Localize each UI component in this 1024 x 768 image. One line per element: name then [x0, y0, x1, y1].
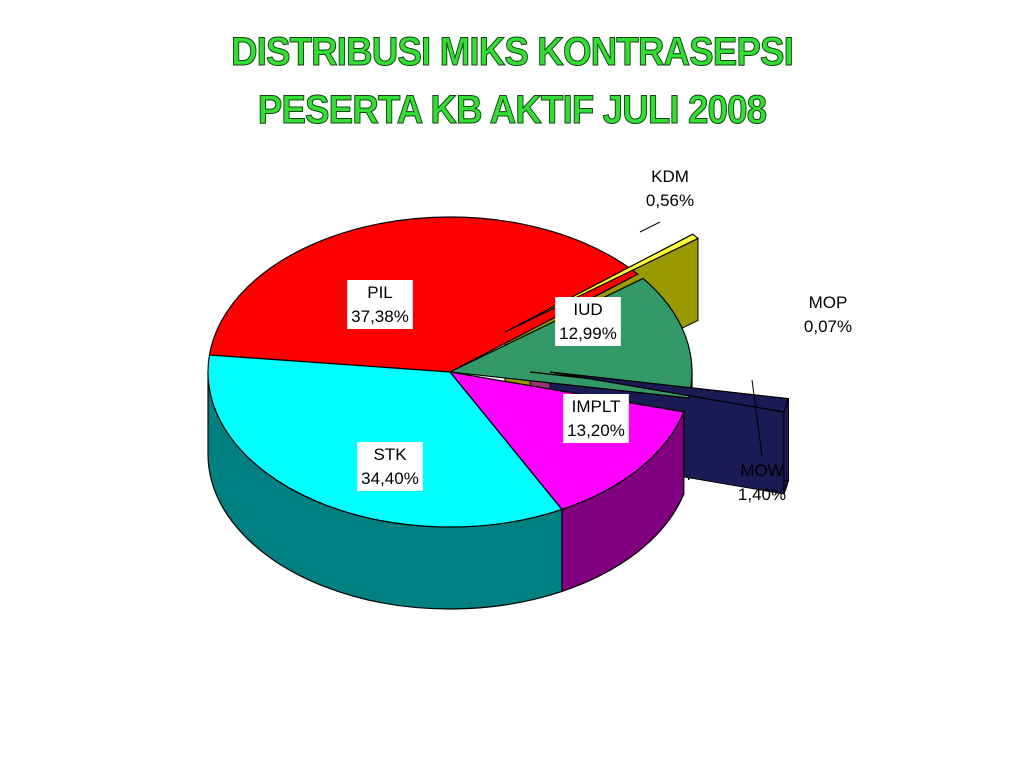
slice-label-pil: PIL 37,38%: [347, 280, 413, 329]
slice-label-kdm: KDM 0,56%: [646, 167, 694, 210]
slice-label-iud: IUD 12,99%: [555, 297, 621, 346]
slice-label-value: 12,99%: [559, 324, 617, 343]
slice-label-value: 0,07%: [804, 317, 852, 336]
label-connector-1: [751, 379, 763, 457]
chart-title-line-1: DISTRIBUSI MIKS KONTRASEPSI: [231, 30, 795, 75]
label-connectors: [639, 221, 763, 457]
slice-label-name: STK: [373, 445, 407, 464]
slice-label-mop: MOP 0,07%: [804, 293, 852, 336]
slice-mow: [549, 371, 790, 413]
slice-label-implt: IMPLT 13,20%: [563, 394, 629, 443]
slice-stk: [207, 354, 563, 528]
slice-label-value: 13,20%: [567, 421, 625, 440]
slice-label-stk: STK 34,40%: [357, 442, 423, 491]
slice-label-name: IMPLT: [572, 397, 621, 416]
slice-label-name: MOP: [809, 293, 848, 312]
slice-label-box: [347, 280, 413, 329]
label-connector-0: [639, 221, 661, 233]
slice-labels: PIL 37,38% KDM 0,56% IUD 12,99% MOP 0,07% MOW 1,4…: [347, 167, 852, 504]
slice-label-value: 34,40%: [361, 469, 419, 488]
slice-label-value: 0,56%: [646, 191, 694, 210]
slice-label-box: [563, 394, 629, 443]
pie-top-faces: [207, 216, 790, 528]
slice-kdm: [504, 233, 700, 333]
slice-label-name: KDM: [651, 167, 689, 186]
slice-label-value: 1,40%: [738, 485, 786, 504]
slice-pil: [208, 216, 639, 373]
slice-label-value: 37,38%: [351, 307, 409, 326]
chart-title-line-2: PESERTA KB AKTIF JULI 2008: [257, 88, 767, 133]
slice-label-box: [555, 297, 621, 346]
slice-label-mow: MOW 1,40%: [738, 461, 786, 504]
slice-label-name: IUD: [573, 300, 602, 319]
slice-label-name: PIL: [367, 283, 393, 302]
slice-label-name: MOW: [740, 461, 783, 480]
slice-label-box: [357, 442, 423, 491]
